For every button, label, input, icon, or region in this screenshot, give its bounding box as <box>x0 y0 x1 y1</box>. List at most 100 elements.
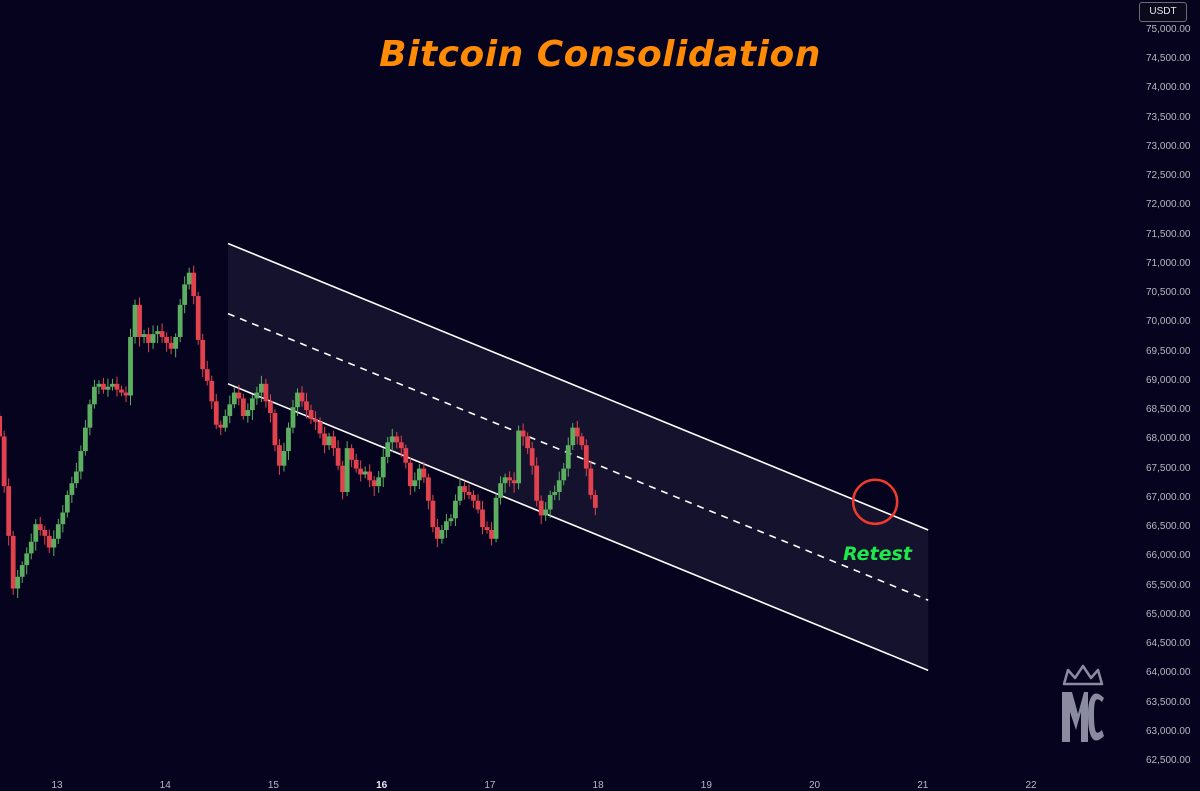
price-tick-label: 75,000.00 <box>1146 24 1191 35</box>
price-tick-label: 69,500.00 <box>1146 345 1191 357</box>
candle-body <box>416 468 422 481</box>
time-tick-label: 16 <box>376 780 388 791</box>
logo-letter-c <box>1088 693 1104 741</box>
candle-body <box>331 436 336 449</box>
candle-body <box>498 483 503 498</box>
candle-body <box>0 415 3 437</box>
mc-logo <box>1062 664 1104 742</box>
price-tick-label: 63,500.00 <box>1146 696 1191 708</box>
logo-letter-m <box>1062 692 1088 742</box>
candle-body <box>538 500 544 516</box>
time-tick-label: 19 <box>700 780 712 791</box>
candle-body <box>353 459 359 469</box>
candle-body <box>218 424 224 428</box>
candle-body <box>462 486 467 492</box>
price-tick-label: 65,500.00 <box>1146 579 1191 591</box>
candle-body <box>200 339 206 370</box>
candle-body <box>51 538 57 548</box>
candle-body <box>511 480 517 484</box>
candle-body <box>186 272 192 285</box>
candle-body <box>295 392 300 408</box>
retest-circle <box>851 478 899 526</box>
time-tick-label: 15 <box>267 780 279 791</box>
candle-body <box>132 304 138 338</box>
candle-body <box>37 524 43 531</box>
candle-body <box>191 272 197 297</box>
candle-body <box>96 383 102 387</box>
candle-body <box>412 480 418 487</box>
candle-body <box>6 486 12 536</box>
price-tick-label: 69,000.00 <box>1146 374 1191 386</box>
candle-body <box>146 334 151 343</box>
candle-body <box>520 430 526 437</box>
candle-body <box>69 483 75 495</box>
candle-body <box>299 392 305 402</box>
candle-body <box>475 500 481 510</box>
candle-body <box>164 337 170 343</box>
candle-body <box>403 448 409 463</box>
candle-body <box>543 509 549 516</box>
candle-body <box>592 494 598 508</box>
price-tick-label: 68,000.00 <box>1146 433 1191 445</box>
candle-body <box>480 509 485 528</box>
candle-body <box>92 386 97 405</box>
price-tick-label: 74,500.00 <box>1146 53 1191 65</box>
time-tick-label: 21 <box>917 780 929 791</box>
candle-body <box>407 462 413 487</box>
candle-body <box>240 398 246 416</box>
candle-body <box>489 530 494 539</box>
candle-body <box>123 392 129 396</box>
candle-body <box>82 427 88 452</box>
candle-body <box>317 421 323 434</box>
candle-body <box>583 445 589 469</box>
candle-body <box>64 494 70 513</box>
candle-body <box>168 342 174 349</box>
candle-body <box>173 337 179 349</box>
candle-body <box>209 380 215 402</box>
candle-body <box>10 535 16 589</box>
candle-body <box>358 468 364 475</box>
candle-body <box>24 553 30 566</box>
candle-body <box>439 530 445 539</box>
candle-body <box>340 465 346 492</box>
candle-body <box>227 404 233 416</box>
candle-body <box>55 524 61 539</box>
candle-body <box>141 334 147 338</box>
price-tick-label: 62,500.00 <box>1146 755 1191 766</box>
candle-body <box>272 413 278 446</box>
candle-body <box>362 471 368 475</box>
chart-title: Bitcoin Consolidation <box>379 34 821 75</box>
candle-body <box>304 401 309 411</box>
candle-body <box>268 401 273 414</box>
candle-body <box>195 296 201 340</box>
candles-group <box>0 265 598 598</box>
candle-body <box>344 448 350 492</box>
price-tick-label: 74,000.00 <box>1146 82 1191 94</box>
candle-body <box>249 398 255 411</box>
candle-body <box>507 477 512 481</box>
price-tick-label: 64,500.00 <box>1146 638 1191 650</box>
candle-body <box>484 527 490 531</box>
time-tick-label: 14 <box>159 780 171 791</box>
candle-body <box>182 284 188 305</box>
time-tick-label: 17 <box>484 780 496 791</box>
candle-body <box>453 500 458 519</box>
candle-body <box>335 448 341 466</box>
price-tick-label: 66,000.00 <box>1146 550 1191 562</box>
time-tick-label: 22 <box>1025 780 1037 791</box>
candle-body <box>421 468 427 478</box>
candle-body <box>457 486 463 501</box>
candle-body <box>78 451 84 472</box>
candle-body <box>87 404 93 428</box>
currency-badge[interactable]: USDT <box>1139 2 1187 22</box>
channel-middle-dashed-line <box>227 312 929 601</box>
candle-body <box>105 386 111 390</box>
candle-body <box>471 494 476 501</box>
price-tick-label: 65,000.00 <box>1146 608 1191 620</box>
candle-body <box>394 436 400 443</box>
candle-body <box>236 392 242 399</box>
candle-body <box>398 442 404 449</box>
candle-body <box>380 456 386 478</box>
price-tick-label: 73,500.00 <box>1146 111 1191 123</box>
